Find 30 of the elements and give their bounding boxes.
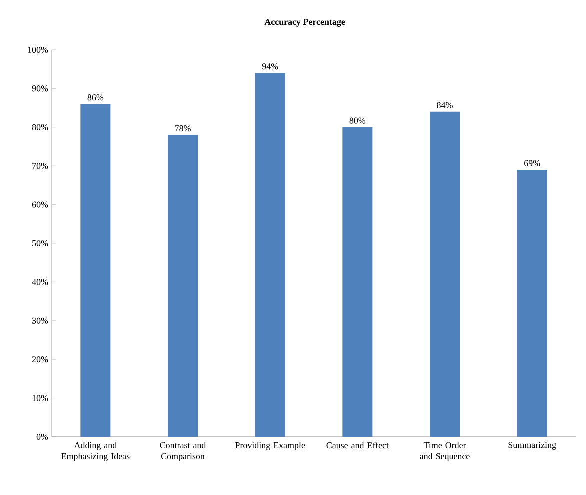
x-tick-label: Adding and Emphasizing Ideas	[62, 442, 130, 462]
y-tick-label: 90%	[32, 86, 48, 92]
x-tick-label: Contrast and Comparison	[160, 442, 206, 462]
data-label: 86%	[88, 94, 104, 101]
bar	[255, 73, 286, 437]
bar	[168, 135, 198, 437]
chart-title: Accuracy Percentage	[264, 19, 346, 27]
bar	[517, 170, 548, 437]
data-label: 78%	[175, 126, 191, 132]
data-label: 84%	[437, 102, 453, 108]
y-tick-label: 100%	[28, 46, 48, 54]
data-label: 94%	[262, 64, 278, 70]
y-tick-label: 60%	[32, 202, 48, 208]
y-tick-label: 0%	[36, 434, 48, 440]
y-tick-label: 30%	[32, 318, 48, 324]
x-tick-label: Summarizing	[508, 442, 556, 450]
y-tick-label: 10%	[32, 395, 48, 402]
y-tick-label: 40%	[32, 279, 48, 286]
x-tick-label: Providing Example	[235, 442, 306, 450]
x-tick-label: Cause and Effect	[326, 442, 389, 449]
bar	[80, 104, 111, 437]
y-tick-label: 20%	[32, 356, 48, 363]
data-label: 80%	[350, 118, 366, 124]
bar	[342, 127, 373, 437]
bar	[430, 112, 460, 437]
y-tick-label: 50%	[32, 240, 48, 247]
x-tick-label: Time Order and Sequence	[420, 442, 470, 462]
data-label: 69%	[524, 160, 540, 166]
y-tick-label: 80%	[32, 124, 48, 130]
y-tick-label: 70%	[32, 163, 48, 170]
